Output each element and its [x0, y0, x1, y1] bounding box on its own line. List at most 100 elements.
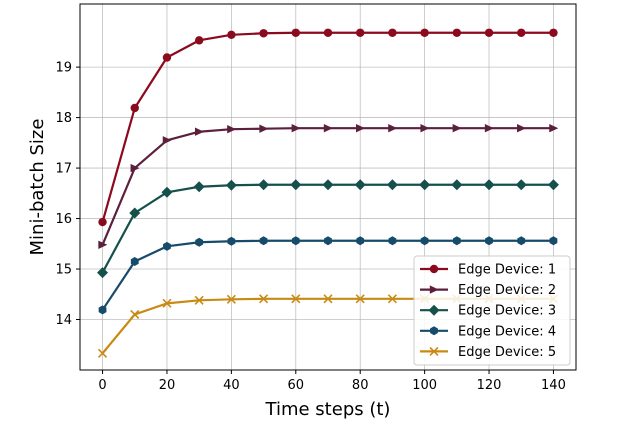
data-point — [259, 236, 268, 246]
data-point — [388, 28, 397, 37]
data-point — [387, 294, 397, 304]
data-point — [420, 123, 430, 133]
legend-item: Edge Device: 4 — [420, 324, 556, 339]
data-point — [452, 28, 462, 37]
data-point — [290, 179, 302, 191]
data-point — [162, 298, 172, 308]
plot-frame — [79, 3, 577, 371]
data-point — [291, 236, 300, 246]
data-point — [323, 294, 333, 304]
data-point — [98, 217, 107, 227]
legend-box — [413, 255, 571, 366]
y-tick-label: 14 — [55, 313, 72, 328]
data-point — [194, 36, 204, 45]
data-point — [483, 179, 495, 191]
data-point — [259, 294, 269, 304]
legend-marker — [428, 304, 440, 316]
data-point — [356, 28, 365, 37]
data-point — [97, 267, 109, 279]
data-point — [549, 123, 559, 133]
legend-label: Edge Device: 1 — [458, 263, 556, 278]
series-edge-device-3 — [97, 179, 559, 279]
data-point — [485, 236, 493, 246]
x-tick-label: 40 — [223, 378, 240, 393]
y-tick-label: 15 — [55, 263, 72, 278]
data-point — [193, 181, 205, 193]
data-point — [517, 236, 526, 246]
data-point — [356, 123, 366, 133]
data-point — [356, 236, 365, 246]
x-tick-label: 100 — [412, 378, 437, 393]
legend-item: Edge Device: 1 — [420, 263, 556, 278]
data-point — [420, 28, 429, 37]
y-tick-label: 18 — [55, 111, 72, 126]
y-axis-ticks: 14 15 16 17 18 19 — [55, 61, 80, 328]
data-point — [195, 237, 204, 247]
legend-label: Edge Device: 3 — [458, 304, 556, 319]
data-point — [419, 179, 431, 191]
data-point — [452, 236, 461, 246]
series-edge-device-4 — [98, 236, 558, 315]
data-point — [162, 136, 172, 145]
data-point — [515, 179, 527, 191]
y-tick-label: 19 — [55, 61, 72, 76]
legend: Edge Device: 1 Edge Device: 2 Edge Device:… — [413, 255, 571, 366]
data-point — [549, 236, 558, 246]
y-axis-label: Mini-batch Size — [27, 119, 48, 256]
data-point — [97, 348, 108, 358]
data-point — [323, 28, 333, 37]
x-tick-label: 20 — [159, 378, 176, 393]
legend-marker — [430, 326, 438, 336]
data-point — [258, 179, 270, 191]
data-point — [163, 241, 171, 251]
data-point — [225, 179, 237, 191]
data-point — [227, 124, 237, 134]
legend-label: Edge Device: 4 — [458, 324, 556, 339]
data-point — [291, 294, 301, 304]
data-point — [291, 28, 300, 37]
data-point — [129, 207, 141, 219]
data-point — [194, 295, 204, 305]
legend-item: Edge Device: 3 — [420, 304, 556, 319]
data-point — [323, 123, 333, 133]
x-tick-label: 140 — [541, 378, 566, 393]
x-axis-ticks: 0 20 40 60 80 100 120 140 — [98, 370, 566, 393]
data-point — [130, 103, 139, 113]
data-point — [130, 309, 140, 320]
data-point — [355, 294, 365, 304]
x-tick-label: 120 — [477, 378, 502, 393]
data-point — [517, 28, 526, 37]
x-tick-label: 80 — [352, 378, 369, 393]
data-point — [484, 28, 494, 37]
data-point — [259, 29, 268, 38]
data-point — [484, 123, 494, 133]
data-point — [194, 127, 204, 136]
legend-label: Edge Device: 5 — [458, 345, 556, 360]
data-point — [322, 179, 334, 191]
legend-marker — [429, 346, 439, 356]
data-point — [130, 163, 140, 173]
data-point — [162, 53, 172, 62]
data-point — [227, 236, 236, 246]
data-point — [547, 179, 559, 191]
legend-label: Edge Device: 2 — [458, 283, 556, 298]
x-axis-label: Time steps (t) — [265, 399, 391, 420]
data-point — [324, 236, 332, 246]
legend-item: Edge Device: 2 — [420, 283, 556, 298]
legend-marker — [429, 285, 439, 294]
data-point — [386, 179, 398, 191]
y-tick-label: 17 — [55, 162, 72, 177]
series-edge-device-2 — [98, 123, 559, 250]
data-point — [98, 240, 108, 250]
data-point — [226, 294, 236, 304]
data-point — [259, 124, 269, 133]
data-point — [130, 256, 139, 266]
data-point — [354, 179, 366, 191]
x-tick-label: 60 — [288, 378, 305, 393]
data-point — [388, 123, 398, 133]
data-point — [452, 123, 462, 133]
x-tick-label: 0 — [98, 378, 106, 393]
data-point — [451, 179, 463, 191]
